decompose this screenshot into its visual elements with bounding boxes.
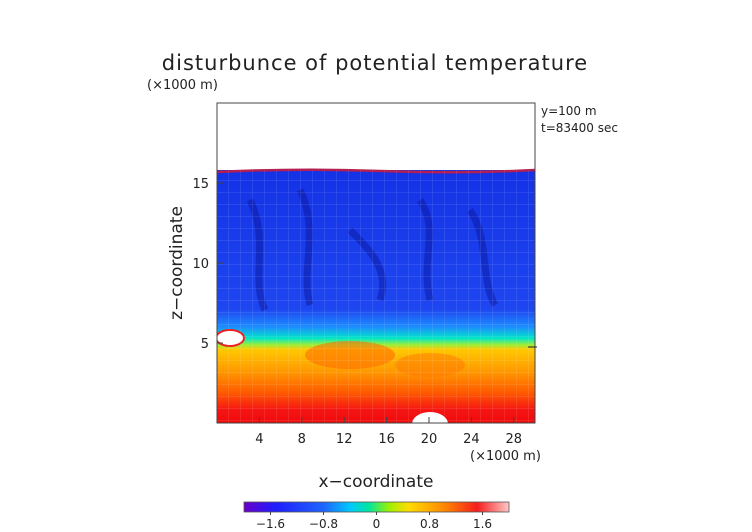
x-tick-label: 24 [463, 432, 480, 447]
x-axis-label: x−coordinate [319, 472, 434, 492]
plot-area [217, 103, 535, 423]
colorbar [243, 501, 510, 513]
x-tick-label: 16 [378, 432, 395, 447]
x-tick-label: 28 [506, 432, 523, 447]
colorbar-tick-label: 0.8 [420, 517, 439, 531]
colorbar-tick-label: 1.6 [473, 517, 492, 531]
y-scale-label: (×1000 m) [147, 78, 218, 93]
colorbar-ticks: −1.6 −0.8 0 0.8 1.6 [256, 512, 492, 531]
colorbar-tick-label: −1.6 [256, 517, 285, 531]
colorbar-tick-label: −0.8 [309, 517, 338, 531]
x-tick-label: 8 [298, 432, 306, 447]
x-axis: 4 8 12 16 20 24 28 [255, 417, 522, 447]
colorbar-tick-label: 0 [373, 517, 381, 531]
y-tick-label: 5 [201, 337, 209, 352]
y-axis: 5 10 15 [192, 177, 223, 352]
grid-overlay [217, 170, 535, 423]
x-tick-label: 4 [255, 432, 263, 447]
chart-title: disturbunce of potential temperature [162, 51, 588, 75]
x-tick-label: 20 [421, 432, 438, 447]
annotation-y: y=100 m [541, 104, 597, 118]
y-tick-label: 10 [192, 257, 209, 272]
x-tick-label: 12 [336, 432, 353, 447]
y-tick-label: 15 [192, 177, 209, 192]
annotation-time: t=83400 sec [541, 121, 618, 135]
x-scale-label: (×1000 m) [470, 449, 541, 464]
y-axis-label: z−coordinate [167, 206, 187, 320]
